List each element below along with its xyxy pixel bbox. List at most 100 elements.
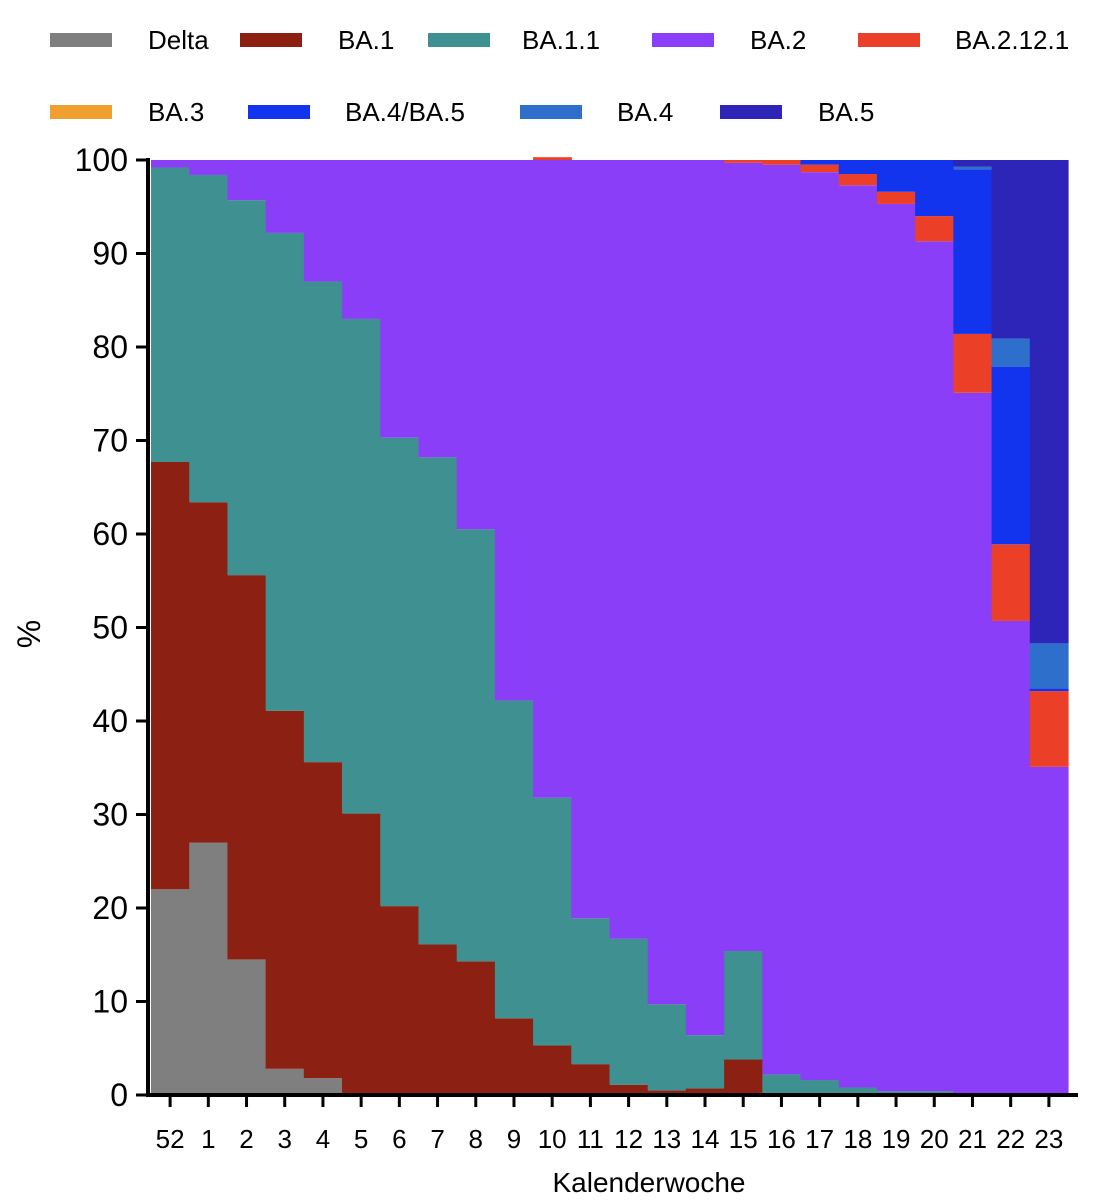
- bar-ba-2-kw-13: [647, 160, 687, 1005]
- y-tick-label: 50: [92, 610, 128, 646]
- x-tick-label: 13: [652, 1124, 681, 1154]
- bar-ba-1-kw-3: [265, 710, 305, 1069]
- bar-ba-1-kw-52: [151, 462, 190, 890]
- bar-ba-2-kw-7: [418, 160, 458, 458]
- bar-ba-2-kw-6: [380, 160, 420, 438]
- legend-swatch-ba-1-1: [428, 33, 490, 47]
- legend-swatch-ba-2: [652, 33, 714, 47]
- legend-label-ba-4-ba-5: BA.4/BA.5: [345, 97, 465, 127]
- y-tick-label: 60: [92, 516, 128, 552]
- x-tick-label: 10: [538, 1124, 567, 1154]
- bar-ba-2-kw-21: [953, 392, 993, 1095]
- x-tick-label: 19: [882, 1124, 911, 1154]
- x-tick-label: 1: [201, 1124, 215, 1154]
- bar-ba-1-kw-1: [189, 502, 229, 843]
- bar-ba-1-1-kw-16: [762, 1074, 802, 1095]
- bar-ba-2-kw-18: [838, 185, 878, 1088]
- bar-ba-1-kw-12: [609, 1084, 649, 1095]
- bar-ba-1-kw-7: [418, 944, 458, 1095]
- bar-ba-2-12-1-kw-18: [838, 174, 878, 186]
- bar-ba-2-kw-17: [800, 172, 840, 1081]
- bar-ba-5-kw-23: [1029, 160, 1069, 644]
- bar-ba-1-1-kw-12: [609, 938, 649, 1085]
- bar-delta-kw-1: [189, 842, 229, 1095]
- bar-ba-2-12-1-kw-23: [1029, 691, 1069, 767]
- y-tick-label: 20: [92, 890, 128, 926]
- bars: [151, 157, 1069, 1095]
- y-tick-label: 40: [92, 703, 128, 739]
- legend: Delta BA.1 BA.1.1 BA.2 BA.2.12.1 BA.3 BA.4/BA.…: [50, 25, 1069, 127]
- bar-ba-2-kw-12: [609, 160, 649, 939]
- bar-ba-1-1-kw-13: [647, 1004, 687, 1091]
- x-tick-label: 21: [958, 1124, 987, 1154]
- y-ticks: 0 10 20 30 40 50 60 70 80 90 100: [75, 142, 148, 1113]
- bar-ba-4-kw-21: [953, 166, 993, 170]
- x-tick-label: 22: [996, 1124, 1025, 1154]
- legend-label-delta: Delta: [148, 25, 209, 55]
- x-tick-label: 15: [729, 1124, 758, 1154]
- bar-ba-1-kw-15: [724, 1059, 763, 1095]
- bar-ba-2-kw-11: [571, 160, 611, 919]
- legend-label-ba-5: BA.5: [818, 97, 874, 127]
- bar-ba-2-12-1-kw-10: [533, 157, 572, 160]
- bar-ba-1-kw-10: [533, 1045, 572, 1095]
- bar-ba-2-kw-2: [227, 160, 267, 201]
- legend-swatch-ba-4-ba-5: [248, 105, 310, 119]
- legend-swatch-ba-2-12-1: [858, 33, 920, 47]
- bar-ba-2-12-1-kw-15: [724, 160, 763, 163]
- y-tick-label: 80: [92, 329, 128, 365]
- bar-delta-kw-3: [265, 1068, 305, 1095]
- y-tick-label: 100: [75, 142, 128, 178]
- bar-ba-1-1-kw-52: [151, 167, 190, 463]
- x-tick-label: 17: [805, 1124, 834, 1154]
- bar-ba-1-kw-14: [685, 1088, 725, 1095]
- bar-ba-4-ba-5-kw-18: [838, 160, 878, 175]
- bar-ba-4-ba-5-kw-19: [876, 160, 916, 192]
- y-tick-label: 0: [110, 1077, 128, 1113]
- bar-ba-2-12-1-kw-16: [762, 160, 802, 165]
- legend-label-ba-2: BA.2: [750, 25, 806, 55]
- bar-ba-1-kw-9: [494, 1018, 534, 1095]
- x-ticks: 52 1 2 3 4 5 6 7 8 9 10 11 12 13 14 15 16 17 18 19 20 21 22 23: [156, 1095, 1063, 1154]
- legend-label-ba-2-12-1: BA.2.12.1: [955, 25, 1069, 55]
- bar-ba-2-12-1-kw-22: [991, 544, 1031, 621]
- bar-ba-2-kw-5: [342, 160, 381, 319]
- x-tick-label: 16: [767, 1124, 796, 1154]
- legend-swatch-delta: [50, 33, 112, 47]
- bar-ba-1-1-kw-17: [800, 1080, 840, 1095]
- bar-ba-2-kw-9: [494, 160, 534, 701]
- bar-ba-1-1-kw-10: [533, 797, 572, 1046]
- bar-ba-4-kw-23: [1029, 643, 1069, 689]
- bar-ba-2-kw-52: [151, 160, 190, 168]
- bar-ba-2-kw-20: [915, 241, 954, 1092]
- legend-swatch-ba-4: [520, 105, 582, 119]
- bar-ba-2-12-1-kw-21: [953, 333, 993, 393]
- bar-ba-1-1-kw-6: [380, 437, 420, 907]
- bar-ba-1-1-kw-8: [456, 529, 496, 962]
- bar-ba-2-12-1-kw-17: [800, 164, 840, 173]
- bar-ba-4-ba-5-kw-21: [953, 169, 993, 334]
- bar-ba-2-kw-10: [533, 160, 572, 798]
- bar-ba-4-kw-22: [991, 338, 1031, 367]
- y-tick-label: 30: [92, 797, 128, 833]
- y-axis-label: %: [11, 620, 47, 648]
- x-tick-label: 14: [691, 1124, 720, 1154]
- x-tick-label: 20: [920, 1124, 949, 1154]
- x-tick-label: 9: [507, 1124, 521, 1154]
- bar-ba-1-1-kw-11: [571, 918, 611, 1065]
- bar-ba-2-kw-22: [991, 620, 1031, 1095]
- bar-ba-2-kw-19: [876, 203, 916, 1092]
- x-tick-label: 23: [1034, 1124, 1063, 1154]
- bar-ba-4-ba-5-kw-22: [991, 366, 1031, 545]
- bar-ba-2-kw-8: [456, 160, 496, 530]
- bar-ba-2-12-1-kw-19: [876, 191, 916, 204]
- bar-ba-1-1-kw-18: [838, 1087, 878, 1095]
- y-tick-label: 70: [92, 423, 128, 459]
- x-tick-label: 7: [430, 1124, 444, 1154]
- bar-ba-2-kw-16: [762, 164, 802, 1075]
- bar-ba-1-1-kw-9: [494, 700, 534, 1019]
- legend-swatch-ba-5: [720, 105, 782, 119]
- bar-ba-2-kw-15: [724, 162, 763, 952]
- bar-ba-2-kw-1: [189, 160, 229, 175]
